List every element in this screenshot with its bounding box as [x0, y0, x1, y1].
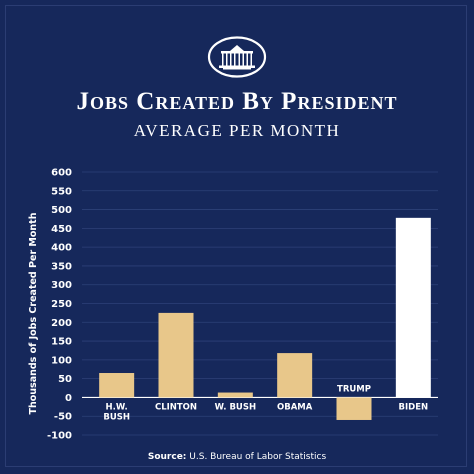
y-tick-label: 250 — [51, 299, 72, 310]
y-tick-label: 300 — [51, 280, 72, 291]
y-tick-label: 500 — [51, 205, 72, 216]
border-frame — [5, 5, 467, 467]
y-tick-label: 0 — [65, 393, 72, 404]
y-tick-label: -100 — [47, 431, 72, 442]
bar — [277, 353, 313, 398]
y-tick-label: 150 — [51, 337, 72, 348]
x-category-label: OBAMA — [277, 402, 313, 412]
y-axis-label: Thousands of Jobs Created Per Month — [28, 212, 39, 414]
source-note: Source: U.S. Bureau of Labor Statistics — [0, 452, 474, 462]
bar — [395, 217, 431, 398]
source-text: U.S. Bureau of Labor Statistics — [189, 452, 327, 462]
x-category-label: BUSH — [103, 412, 130, 422]
y-tick-label: 350 — [51, 261, 72, 272]
y-tick-label: 600 — [51, 168, 72, 179]
chart-subtitle: AVERAGE PER MONTH — [133, 121, 341, 140]
x-category-label: H.W. — [106, 402, 128, 412]
bar — [158, 312, 194, 398]
y-tick-label: 400 — [51, 243, 72, 254]
x-category-label: CLINTON — [155, 402, 197, 412]
x-category-label: BIDEN — [399, 402, 429, 412]
y-tick-label: -50 — [54, 412, 72, 423]
y-tick-label: 450 — [51, 224, 72, 235]
y-tick-label: 200 — [51, 318, 72, 329]
x-category-label: TRUMP — [337, 384, 371, 394]
bar — [336, 397, 372, 420]
source-label: Source: — [147, 452, 187, 462]
x-category-label: W. BUSH — [215, 402, 257, 412]
white-house-logo-icon — [207, 36, 267, 78]
y-tick-label: 550 — [51, 186, 72, 197]
bar — [217, 392, 253, 398]
chart-title: Jobs Created By President — [76, 88, 398, 115]
y-tick-label: 100 — [51, 355, 72, 366]
bar — [99, 373, 135, 398]
y-tick-label: 50 — [58, 374, 72, 385]
